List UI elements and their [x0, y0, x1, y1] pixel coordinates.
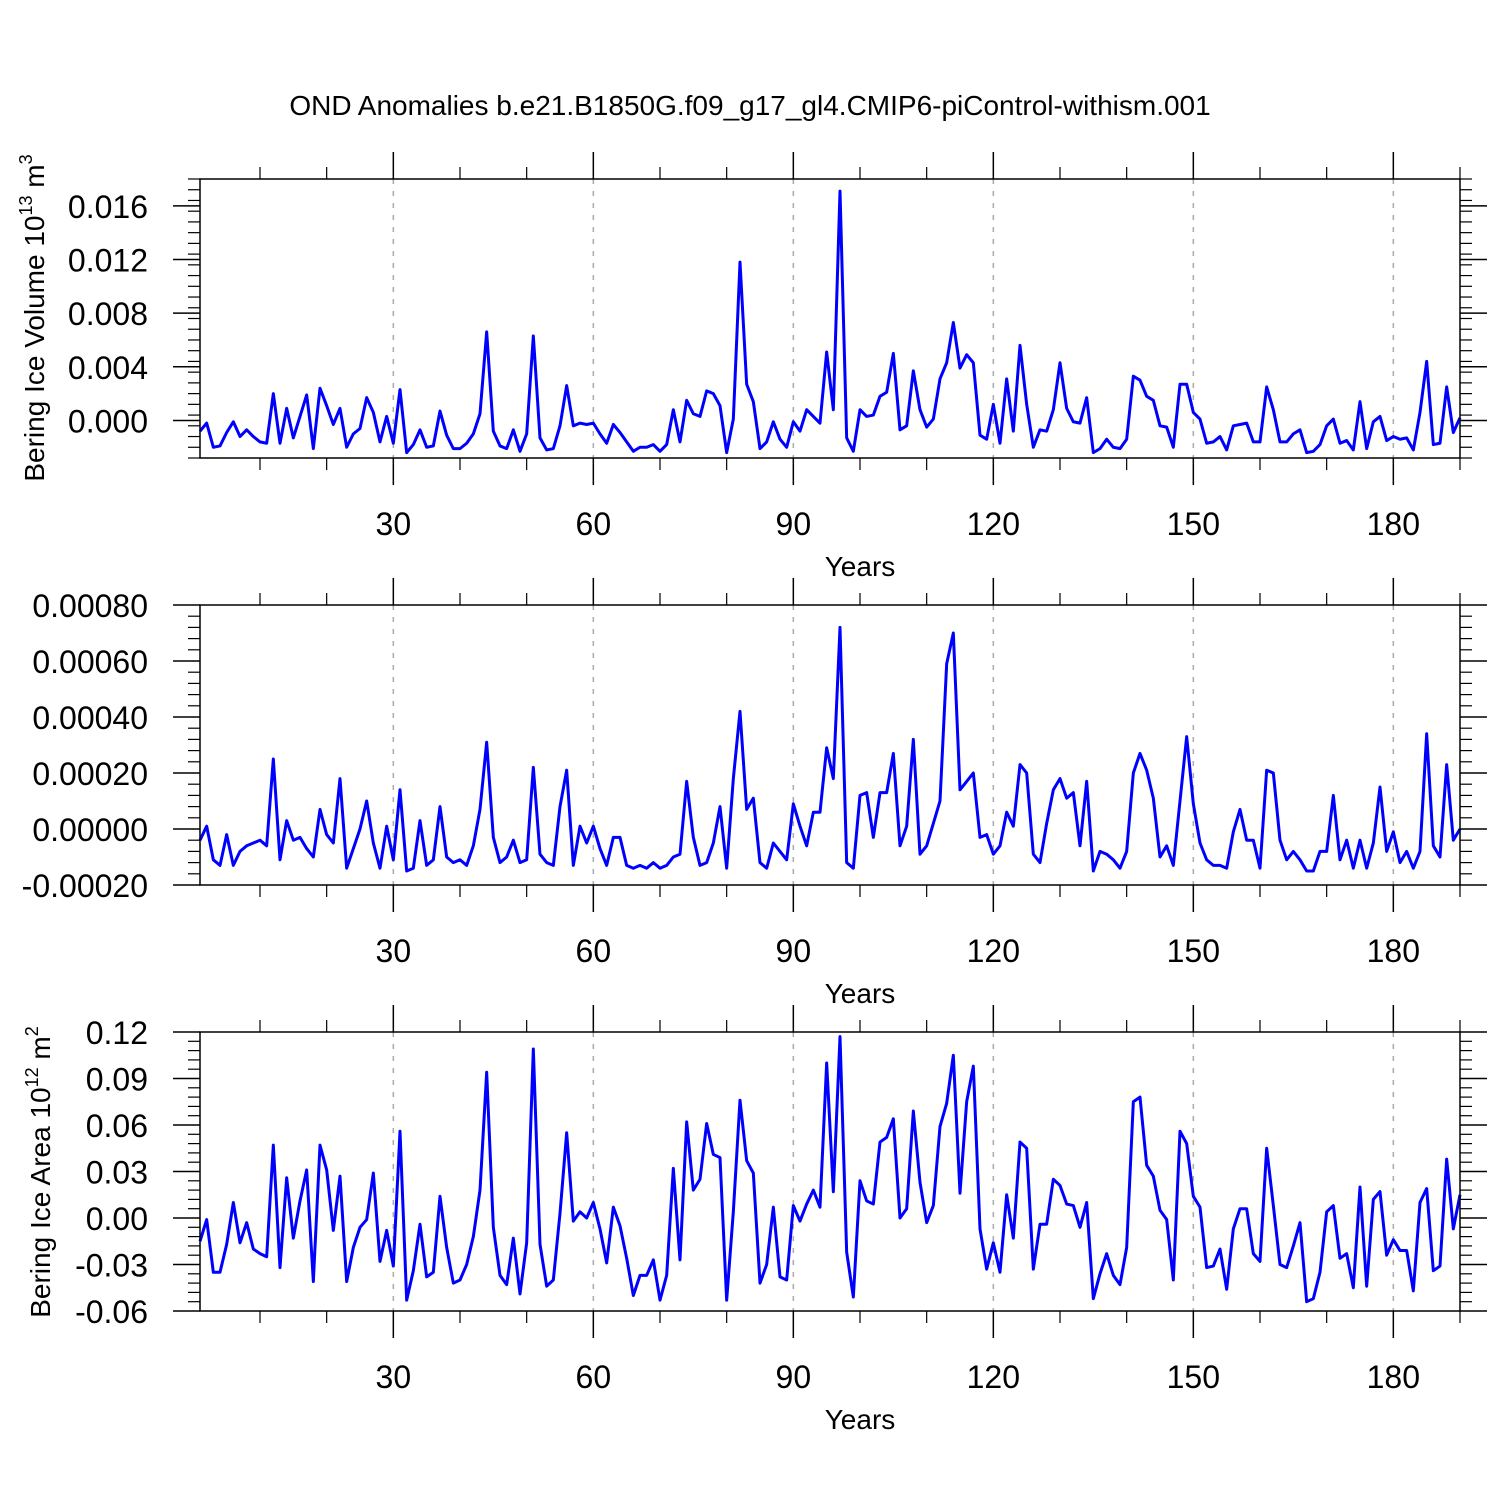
y-axis-label: Bering Ice Volume 1013 m3	[16, 154, 50, 481]
panel-middle: 30 60 90 120 150 180 -0.00020 0.00000 0.00020 0.0…	[22, 578, 1487, 1009]
y-tick-label: 0.00060	[32, 644, 148, 680]
y-tick-label: 0.12	[86, 1015, 148, 1051]
series-line	[198, 189, 1462, 455]
y-tick-label: 0.09	[86, 1062, 148, 1098]
y-tick-label: 0.03	[86, 1155, 148, 1191]
x-tick-label: 180	[1367, 933, 1420, 969]
y-tick-label: -0.00020	[22, 868, 148, 904]
series-line	[198, 625, 1462, 873]
y-tick-label: 0.004	[68, 350, 148, 386]
x-tick-label: 120	[967, 933, 1020, 969]
x-tick-label: 30	[376, 933, 412, 969]
x-tick-label: 180	[1367, 1359, 1420, 1395]
x-tick-label: 60	[576, 1359, 612, 1395]
x-tick-label: 120	[967, 506, 1020, 542]
x-tick-label: 90	[776, 933, 812, 969]
x-tick-label: 30	[376, 506, 412, 542]
x-axis-label: Years	[825, 1404, 896, 1435]
figure-title: OND Anomalies b.e21.B1850G.f09_g17_gl4.C…	[289, 90, 1210, 121]
y-tick-label: -0.03	[75, 1248, 148, 1284]
y-tick-label: 0.00000	[32, 812, 148, 848]
panel-ice-volume: 30 60 90 120 150 180 0.000 0.004 0.008 0.012 0.016…	[16, 152, 1487, 582]
y-tick-label: 0.00020	[32, 756, 148, 792]
plot-frame	[199, 604, 1461, 886]
panel-ice-area: 30 60 90 120 150 180 -0.06 -0.03 0.00 0.03 0.06 0.0…	[22, 1005, 1487, 1435]
series-line	[198, 1035, 1462, 1304]
y-tick-label: 0.00080	[32, 588, 148, 624]
x-tick-label: 150	[1167, 1359, 1220, 1395]
y-tick-label: -0.06	[75, 1294, 148, 1330]
x-tick-label: 120	[967, 1359, 1020, 1395]
y-tick-label: 0.06	[86, 1108, 148, 1144]
y-tick-label: 0.000	[68, 403, 148, 439]
x-tick-label: 90	[776, 1359, 812, 1395]
x-tick-label: 150	[1167, 506, 1220, 542]
x-tick-label: 180	[1367, 506, 1420, 542]
y-tick-label: 0.00040	[32, 700, 148, 736]
x-axis-label: Years	[825, 551, 896, 582]
x-tick-label: 60	[576, 933, 612, 969]
y-tick-label: 0.008	[68, 296, 148, 332]
y-axis-label: Bering Ice Area 1012 m2	[22, 1026, 56, 1318]
x-axis-label: Years	[825, 978, 896, 1009]
y-tick-label: 0.012	[68, 242, 148, 278]
x-tick-label: 60	[576, 506, 612, 542]
x-tick-label: 30	[376, 1359, 412, 1395]
x-tick-label: 90	[776, 506, 812, 542]
y-tick-label: 0.016	[68, 189, 148, 225]
x-tick-label: 150	[1167, 933, 1220, 969]
y-tick-label: 0.00	[86, 1201, 148, 1237]
